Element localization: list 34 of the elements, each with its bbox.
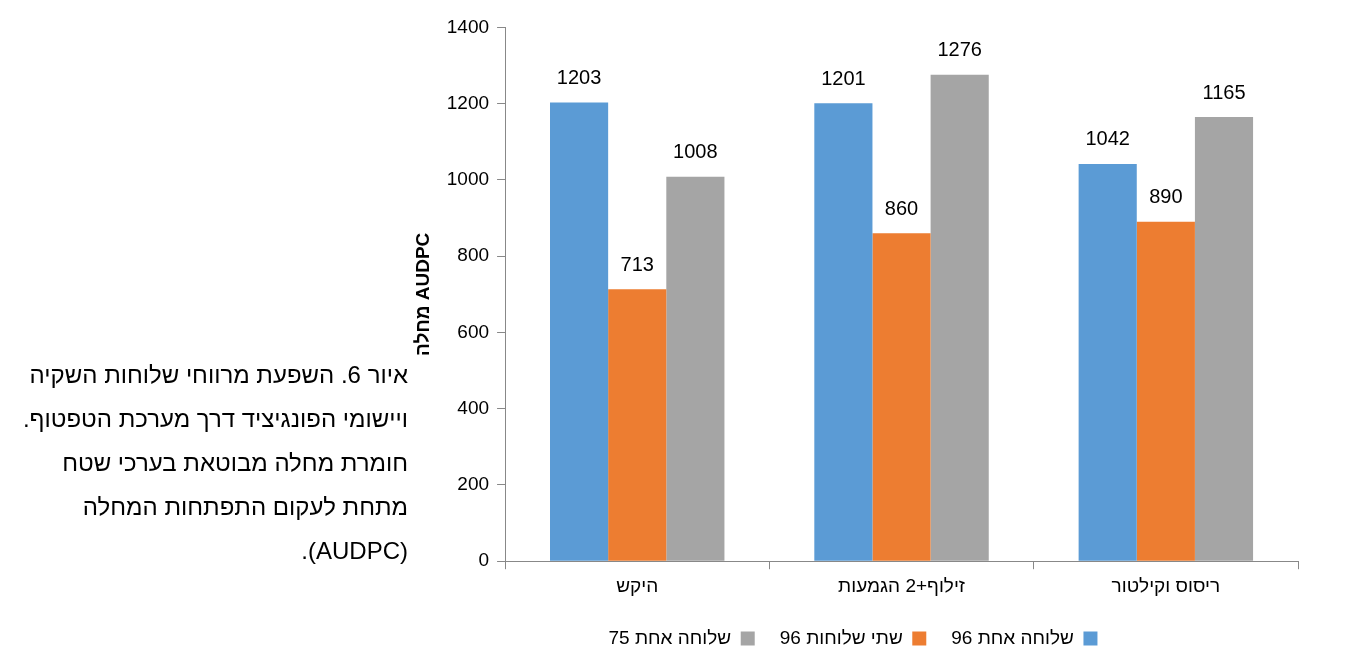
legend-label: 75 שלוחה אחת: [608, 626, 732, 648]
y-tick-label: 1000: [446, 168, 490, 190]
x-tick-label: זילוף+2 הגמעות: [838, 574, 966, 596]
data-label: 1042: [1085, 127, 1130, 150]
data-label: 860: [884, 196, 919, 219]
y-axis-title: מחלה AUDPC: [411, 232, 433, 356]
legend-label: 96 שתי שלוחות: [779, 626, 903, 648]
data-label: 1165: [1202, 80, 1246, 103]
y-tick-label: 400: [457, 396, 490, 418]
data-label: 890: [1149, 185, 1183, 208]
y-tick-label: 800: [457, 244, 490, 266]
bar: [1136, 221, 1195, 561]
bar: [872, 233, 931, 561]
y-tick-label: 1200: [446, 91, 490, 113]
data-label: 1276: [937, 38, 982, 61]
data-label: 713: [620, 252, 654, 275]
bar: [814, 103, 873, 561]
legend-label: 96 שלוחה אחת: [951, 626, 1075, 648]
text: איור 6. השפעת מרווחי שלוחות השקיה ויישומי הפונגיציד דרך מערכת הטפטוף. חומרת מחלה מבוטאת בערכי שטח מתחת לעקום התפתחות המחלה (AUDPC).: [21, 360, 408, 566]
y-tick-label: 600: [457, 320, 490, 342]
bar: [930, 74, 989, 561]
data-label: 1008: [673, 140, 718, 163]
y-tick-label: 0: [478, 549, 490, 571]
x-tick-label: היקש: [616, 574, 659, 596]
data-label: 1203: [556, 66, 602, 89]
bar: [550, 102, 609, 561]
bar: [666, 176, 725, 561]
bar: [1078, 163, 1137, 561]
bar: [1194, 117, 1254, 561]
y-tick-label: 1400: [446, 15, 490, 37]
bar: [608, 289, 667, 561]
y-tick-label: 200: [457, 473, 490, 495]
data-label: 1201: [821, 66, 866, 89]
x-tick-label: ריסוס וקילטור: [1111, 574, 1221, 596]
